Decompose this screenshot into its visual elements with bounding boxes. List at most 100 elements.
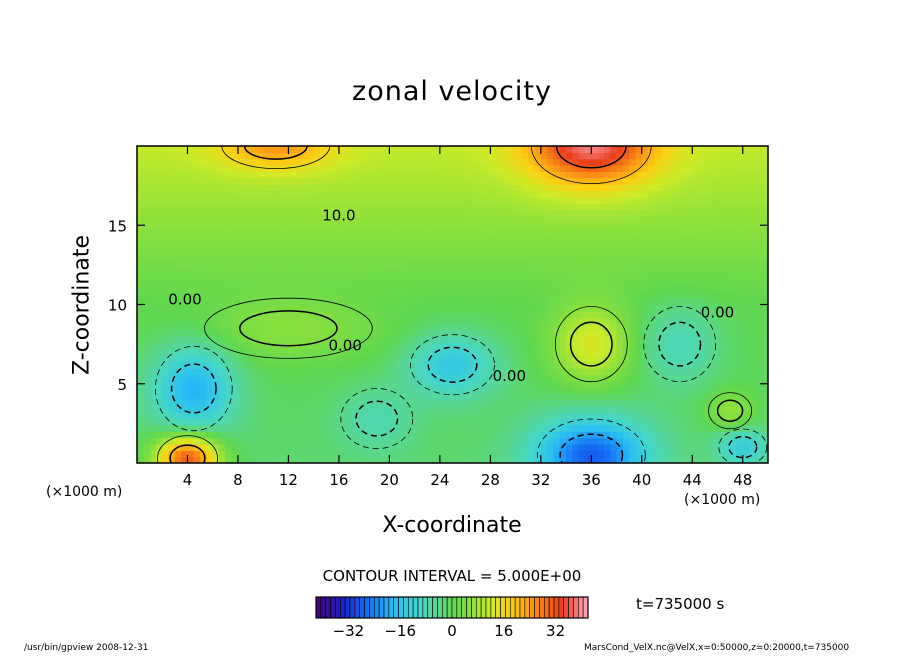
field-cell xyxy=(477,279,485,287)
field-cell xyxy=(597,342,605,350)
field-cell xyxy=(685,203,693,210)
field-cell xyxy=(383,209,390,217)
field-cell xyxy=(616,317,624,325)
field-cell xyxy=(181,399,189,407)
field-cell xyxy=(578,184,586,191)
field-cell xyxy=(168,336,176,344)
field-cell xyxy=(648,361,656,369)
field-cell xyxy=(427,285,435,293)
field-cell xyxy=(427,222,435,230)
field-cell xyxy=(654,355,662,363)
field-cell xyxy=(477,266,485,274)
field-cell xyxy=(704,158,712,166)
field-cell xyxy=(534,234,542,242)
field-cell xyxy=(137,310,144,318)
field-cell xyxy=(603,386,611,394)
field-cell xyxy=(761,304,768,312)
field-cell xyxy=(168,437,176,445)
field-cell xyxy=(471,393,479,401)
field-cell xyxy=(155,260,163,268)
field-cell xyxy=(357,152,365,160)
field-cell xyxy=(610,405,618,413)
field-cell xyxy=(446,228,454,236)
field-cell xyxy=(219,361,226,369)
field-cell xyxy=(345,152,353,160)
field-cell xyxy=(755,253,763,261)
field-cell xyxy=(244,405,252,413)
field-cell xyxy=(402,456,409,463)
field-cell xyxy=(414,450,422,458)
field-cell xyxy=(263,190,271,198)
field-cell xyxy=(225,298,233,306)
field-cell xyxy=(294,374,302,382)
field-cell xyxy=(566,272,573,280)
field-cell xyxy=(496,361,504,369)
field-cell xyxy=(307,241,315,249)
field-cell xyxy=(402,215,409,223)
field-cell xyxy=(616,146,624,153)
field-cell xyxy=(149,228,157,236)
field-cell xyxy=(528,234,536,242)
field-cell xyxy=(528,203,536,210)
field-cell xyxy=(174,450,182,458)
field-cell xyxy=(553,361,561,369)
field-cell xyxy=(679,450,687,458)
field-cell xyxy=(452,298,460,306)
field-cell xyxy=(256,399,264,407)
field-cell xyxy=(585,418,592,426)
field-cell xyxy=(307,361,315,369)
field-cell xyxy=(427,380,435,388)
field-cell xyxy=(326,348,334,356)
field-cell xyxy=(540,279,548,287)
field-cell xyxy=(528,165,536,172)
field-cell xyxy=(263,329,271,337)
field-cell xyxy=(319,177,327,185)
field-cell xyxy=(559,304,567,312)
field-cell xyxy=(307,317,315,325)
field-cell xyxy=(395,355,403,363)
field-cell xyxy=(149,152,157,160)
field-cell xyxy=(149,380,157,388)
field-cell xyxy=(496,266,504,274)
field-cell xyxy=(484,405,491,413)
field-cell xyxy=(610,247,618,255)
field-cell xyxy=(540,348,548,356)
field-cell xyxy=(155,146,163,153)
field-cell xyxy=(389,190,397,198)
field-cell xyxy=(244,279,252,287)
field-cell xyxy=(383,323,390,331)
field-cell xyxy=(515,215,523,223)
field-cell xyxy=(294,253,302,261)
field-cell xyxy=(610,386,618,394)
field-cell xyxy=(174,355,182,363)
field-cell xyxy=(629,431,637,439)
field-cell xyxy=(698,431,706,439)
field-cell xyxy=(149,355,157,363)
field-cell xyxy=(269,418,277,426)
field-cell xyxy=(326,209,334,217)
field-cell xyxy=(288,253,296,261)
field-cell xyxy=(256,450,264,458)
field-cell xyxy=(585,310,592,318)
field-cell xyxy=(660,158,668,166)
field-cell xyxy=(427,329,435,337)
field-cell xyxy=(452,215,460,223)
field-cell xyxy=(313,304,321,312)
field-cell xyxy=(439,298,447,306)
field-cell xyxy=(660,165,668,172)
field-cell xyxy=(654,418,662,426)
field-cell xyxy=(553,190,561,198)
field-cell xyxy=(364,171,372,179)
field-cell xyxy=(465,361,473,369)
field-cell xyxy=(667,405,674,413)
field-cell xyxy=(566,348,573,356)
field-cell xyxy=(692,424,700,432)
field-cell xyxy=(155,272,163,280)
field-cell xyxy=(357,323,365,331)
field-cell xyxy=(654,222,662,230)
field-cell xyxy=(446,456,454,463)
field-cell xyxy=(736,399,744,407)
field-cell xyxy=(200,443,208,451)
field-cell xyxy=(244,272,252,280)
field-cell xyxy=(597,450,605,458)
